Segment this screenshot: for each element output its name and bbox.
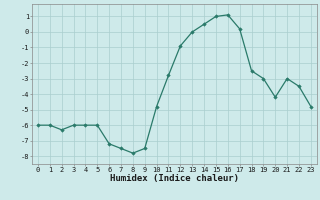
X-axis label: Humidex (Indice chaleur): Humidex (Indice chaleur) <box>110 174 239 183</box>
